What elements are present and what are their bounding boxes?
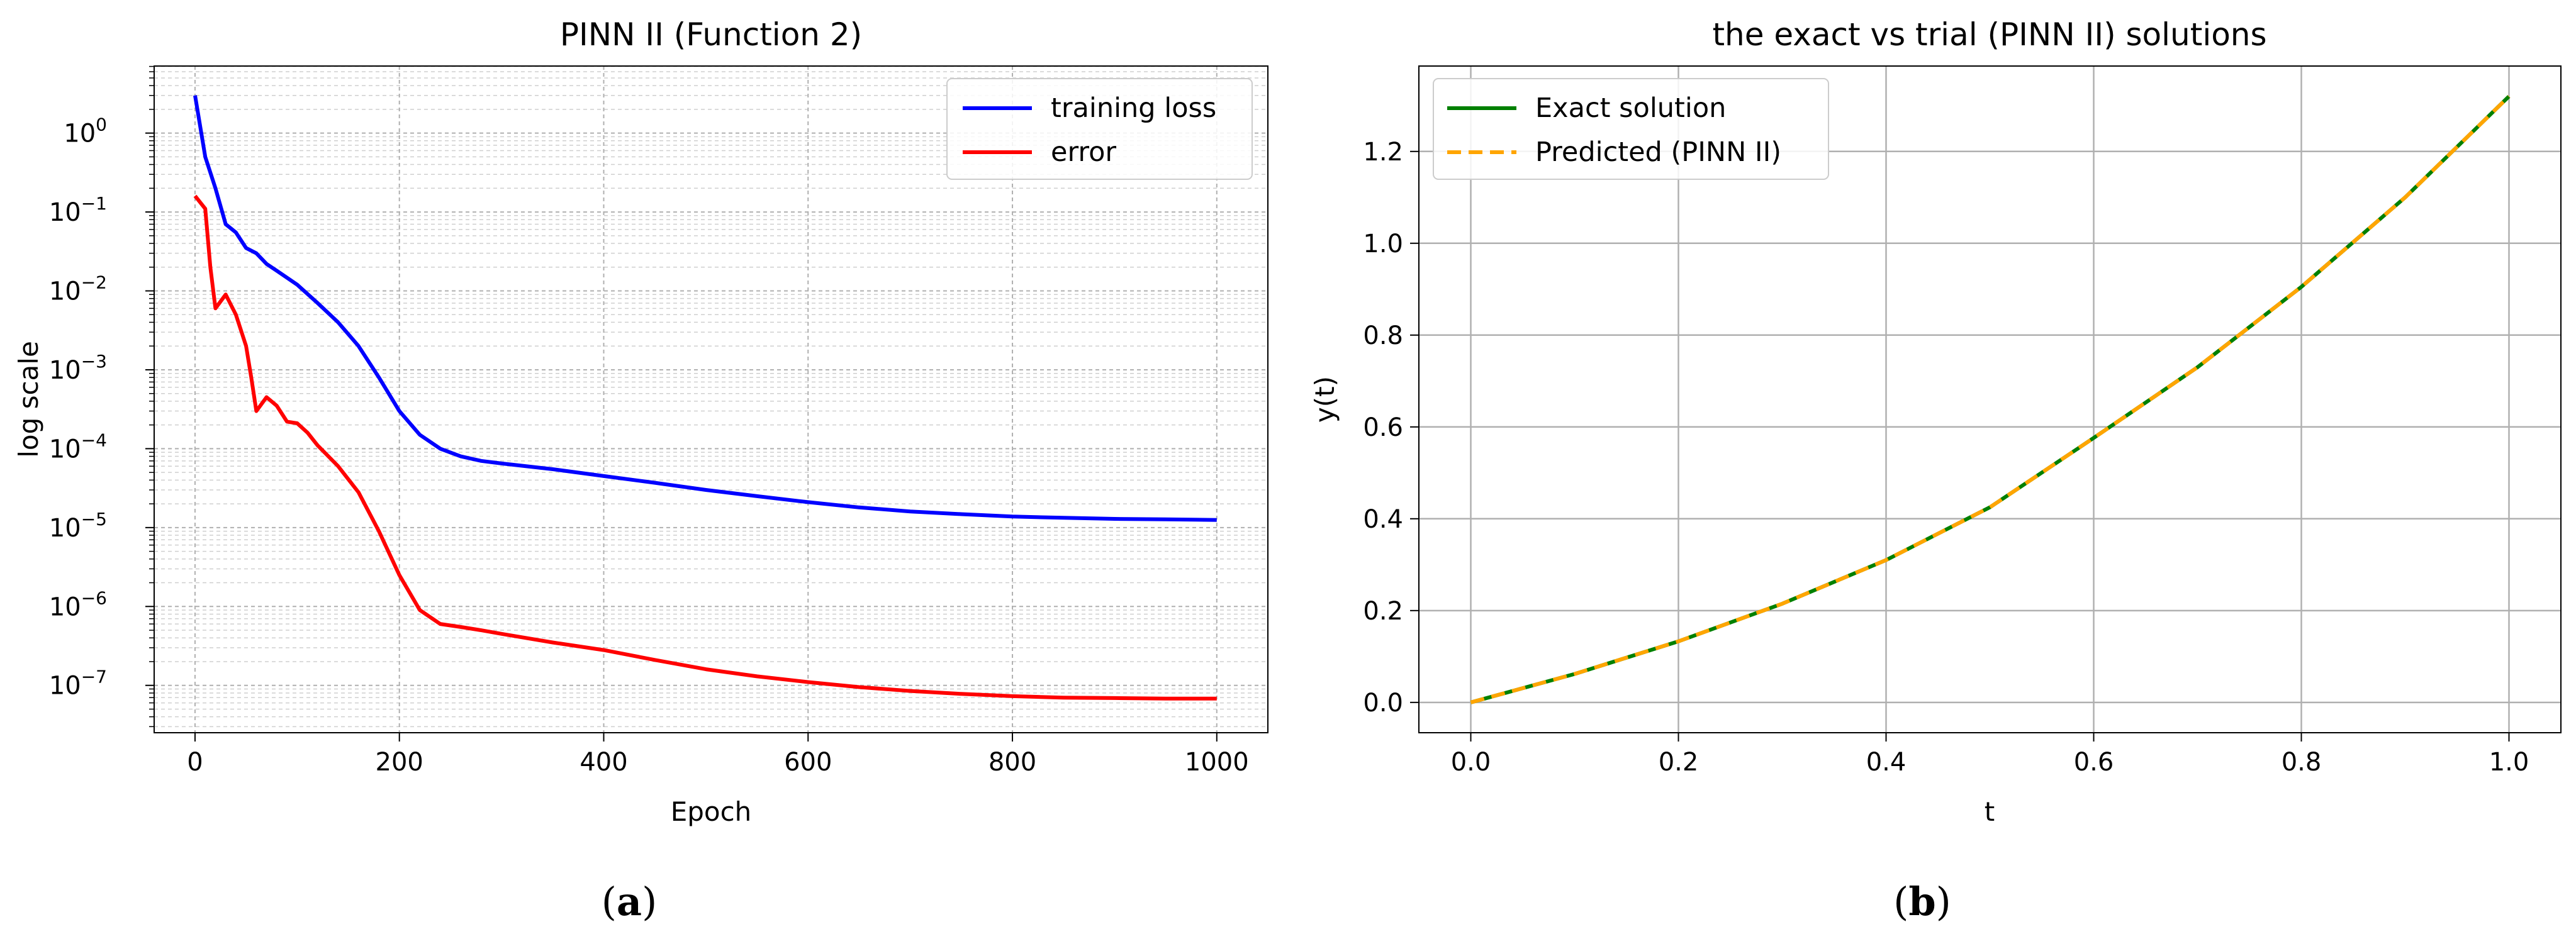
chart-a-legend-label-0: training loss xyxy=(1051,92,1216,124)
chart-b-legend: Exact solution Predicted (PINN II) xyxy=(1433,78,1829,180)
chart-a-series-0 xyxy=(193,95,1217,522)
chart-b-ticks: 0.0 0.2 0.4 0.6 0.8 1.0 1.2 0.0 0.2 0.4 0.6 0.8 1.0 xyxy=(1363,138,2529,777)
chart-a-grid xyxy=(154,65,1268,733)
chart-a-series-1 xyxy=(193,194,1217,701)
chart-a-ytick-exponent: −4 xyxy=(81,430,107,450)
chart-a-ytick-exponent: −2 xyxy=(81,272,107,293)
chart-b-grid xyxy=(1419,66,2561,733)
chart-a-ylabel: log scale xyxy=(13,341,44,458)
chart-b-xlabel: t xyxy=(1985,796,1995,827)
chart-b-xtick-label: 0.8 xyxy=(2282,748,2322,777)
chart-a-ytick-exponent: −7 xyxy=(81,667,107,687)
chart-a-legend-label-1: error xyxy=(1051,136,1116,168)
chart-b-xtick-label: 1.0 xyxy=(2489,748,2529,777)
chart-a-legend: training loss error xyxy=(946,78,1253,180)
chart-a-lines xyxy=(193,95,1217,701)
chart-a-xtick-label: 400 xyxy=(580,748,627,777)
chart-b-series-1 xyxy=(1470,95,2511,704)
chart-a-ytick-exponent: −6 xyxy=(81,587,107,608)
chart-b-ylabel: y(t) xyxy=(1309,376,1340,423)
chart-b-xtick-label: 0.0 xyxy=(1451,748,1491,777)
chart-a-xtick-label: 1000 xyxy=(1185,748,1249,777)
chart-a-ytick-label: 10−5 xyxy=(49,509,107,543)
chart-a-xlabel: Epoch xyxy=(671,796,752,827)
chart-b-frame xyxy=(1418,65,2562,733)
chart-a-ytick-label: 10−7 xyxy=(49,667,107,701)
chart-a-ytick-label: 10−2 xyxy=(49,272,107,306)
chart-a-xtick-label: 800 xyxy=(988,748,1036,777)
chart-a-ytick-label: 10−3 xyxy=(49,351,107,385)
chart-b-lines xyxy=(1470,95,2511,704)
chart-a-xtick-label: 200 xyxy=(376,748,423,777)
chart-a-frame xyxy=(154,65,1268,733)
chart-a-ytick-exponent: −3 xyxy=(81,351,107,372)
chart-b-ytick-label: 0.6 xyxy=(1363,413,1403,442)
chart-b-title: the exact vs trial (PINN II) solutions xyxy=(1712,16,2266,53)
chart-a-ytick-exponent: −5 xyxy=(81,509,107,530)
chart-a-xtick-label: 600 xyxy=(784,748,832,777)
chart-a-title: PINN II (Function 2) xyxy=(560,16,862,53)
chart-a: 100 10−1 10−2 10−3 10−4 10−5 10−6 10−7 0 200 400 60… xyxy=(13,16,1268,925)
chart-b-xtick-label: 0.4 xyxy=(1866,748,1907,777)
chart-b-xtick-label: 0.2 xyxy=(1659,748,1699,777)
chart-b-ytick-label: 0.0 xyxy=(1363,689,1403,718)
chart-a-caption: (a) xyxy=(602,879,658,925)
chart-b-caption-letter: b xyxy=(1908,879,1935,925)
chart-b-ytick-label: 0.8 xyxy=(1363,321,1403,350)
chart-b-ytick-label: 0.2 xyxy=(1363,597,1403,626)
chart-b-ytick-label: 1.0 xyxy=(1363,230,1403,258)
chart-a-ytick-label: 100 xyxy=(64,114,107,148)
chart-a-ytick-label: 10−6 xyxy=(49,587,107,621)
chart-b-legend-box xyxy=(1433,78,1829,180)
chart-b-caption: (b) xyxy=(1893,879,1951,925)
chart-b-ytick-label: 0.4 xyxy=(1363,505,1403,534)
chart-b-legend-label-1: Predicted (PINN II) xyxy=(1535,136,1781,168)
chart-b: 0.00.20.40.60.81.01.20.0 0.2 0.4 0.6 0.8 1.0 … xyxy=(1309,16,2562,925)
chart-a-ytick-label: 10−1 xyxy=(49,193,107,227)
chart-b-legend-label-0: Exact solution xyxy=(1535,92,1726,124)
chart-a-ytick-exponent: 0 xyxy=(96,114,107,135)
chart-b-xtick-label: 0.6 xyxy=(2074,748,2114,777)
chart-a-ytick-exponent: −1 xyxy=(81,193,107,214)
chart-b-ytick-label: 1.2 xyxy=(1363,138,1403,167)
chart-a-ytick-label: 10−4 xyxy=(49,430,107,464)
chart-a-caption-letter: a xyxy=(617,879,642,925)
chart-a-xtick-label: 0 xyxy=(187,748,203,777)
